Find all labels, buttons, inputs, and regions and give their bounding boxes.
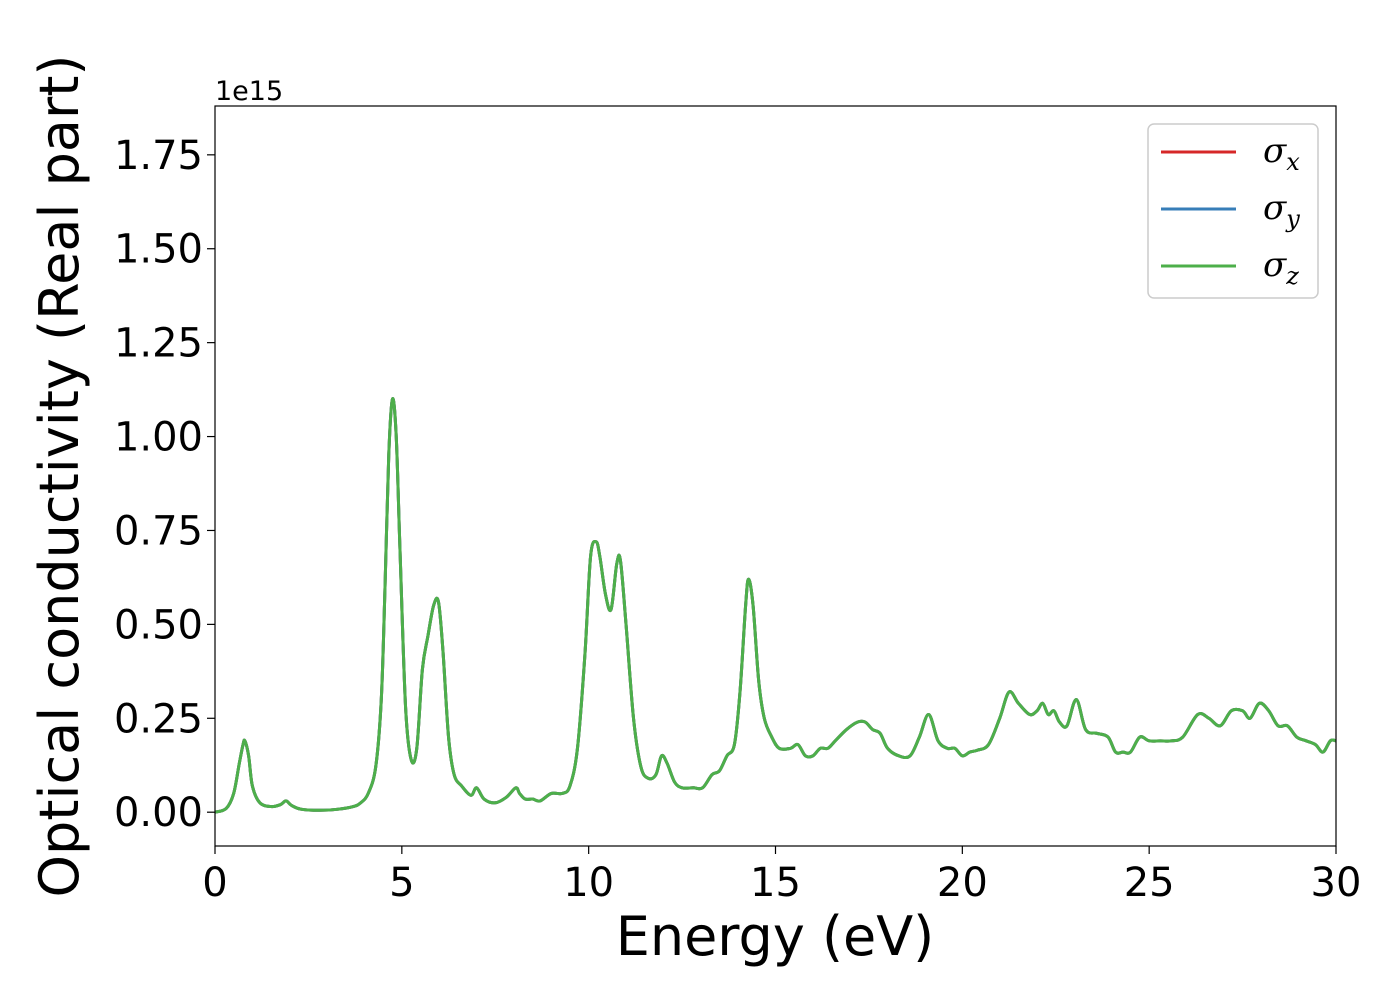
y-tick-label: 1.00 xyxy=(114,415,203,461)
series-line-sigma-z xyxy=(214,397,1337,814)
y-tick-label: 0.50 xyxy=(114,602,203,648)
y-tick-label: 0.00 xyxy=(114,790,203,836)
y-tick-label: 1.50 xyxy=(114,227,203,273)
x-axis-ticks: 0 5 10 15 20 25 30 xyxy=(202,846,1361,906)
y-tick-label: 0.75 xyxy=(114,508,203,554)
series-layer xyxy=(214,397,1337,814)
x-tick-label: 10 xyxy=(563,860,614,906)
legend-label-sigma-y: σy xyxy=(1263,188,1300,233)
x-tick-label: 20 xyxy=(937,860,988,906)
y-tick-label: 0.25 xyxy=(114,696,203,742)
y-axis-ticks: 0.00 0.25 0.50 0.75 1.00 1.25 1.50 1.75 xyxy=(114,133,215,836)
x-tick-label: 0 xyxy=(202,860,227,906)
x-axis-title: Energy (eV) xyxy=(616,905,935,968)
y-tick-label: 1.75 xyxy=(114,133,203,179)
x-tick-label: 15 xyxy=(750,860,801,906)
y-offset-label: 1e15 xyxy=(215,76,283,107)
y-axis-title: Optical conductivity (Real part) xyxy=(28,55,91,898)
y-tick-label: 1.25 xyxy=(114,321,203,367)
x-tick-label: 5 xyxy=(389,860,414,906)
legend-box xyxy=(1147,123,1319,299)
x-tick-label: 30 xyxy=(1311,860,1362,906)
x-tick-label: 25 xyxy=(1124,860,1175,906)
